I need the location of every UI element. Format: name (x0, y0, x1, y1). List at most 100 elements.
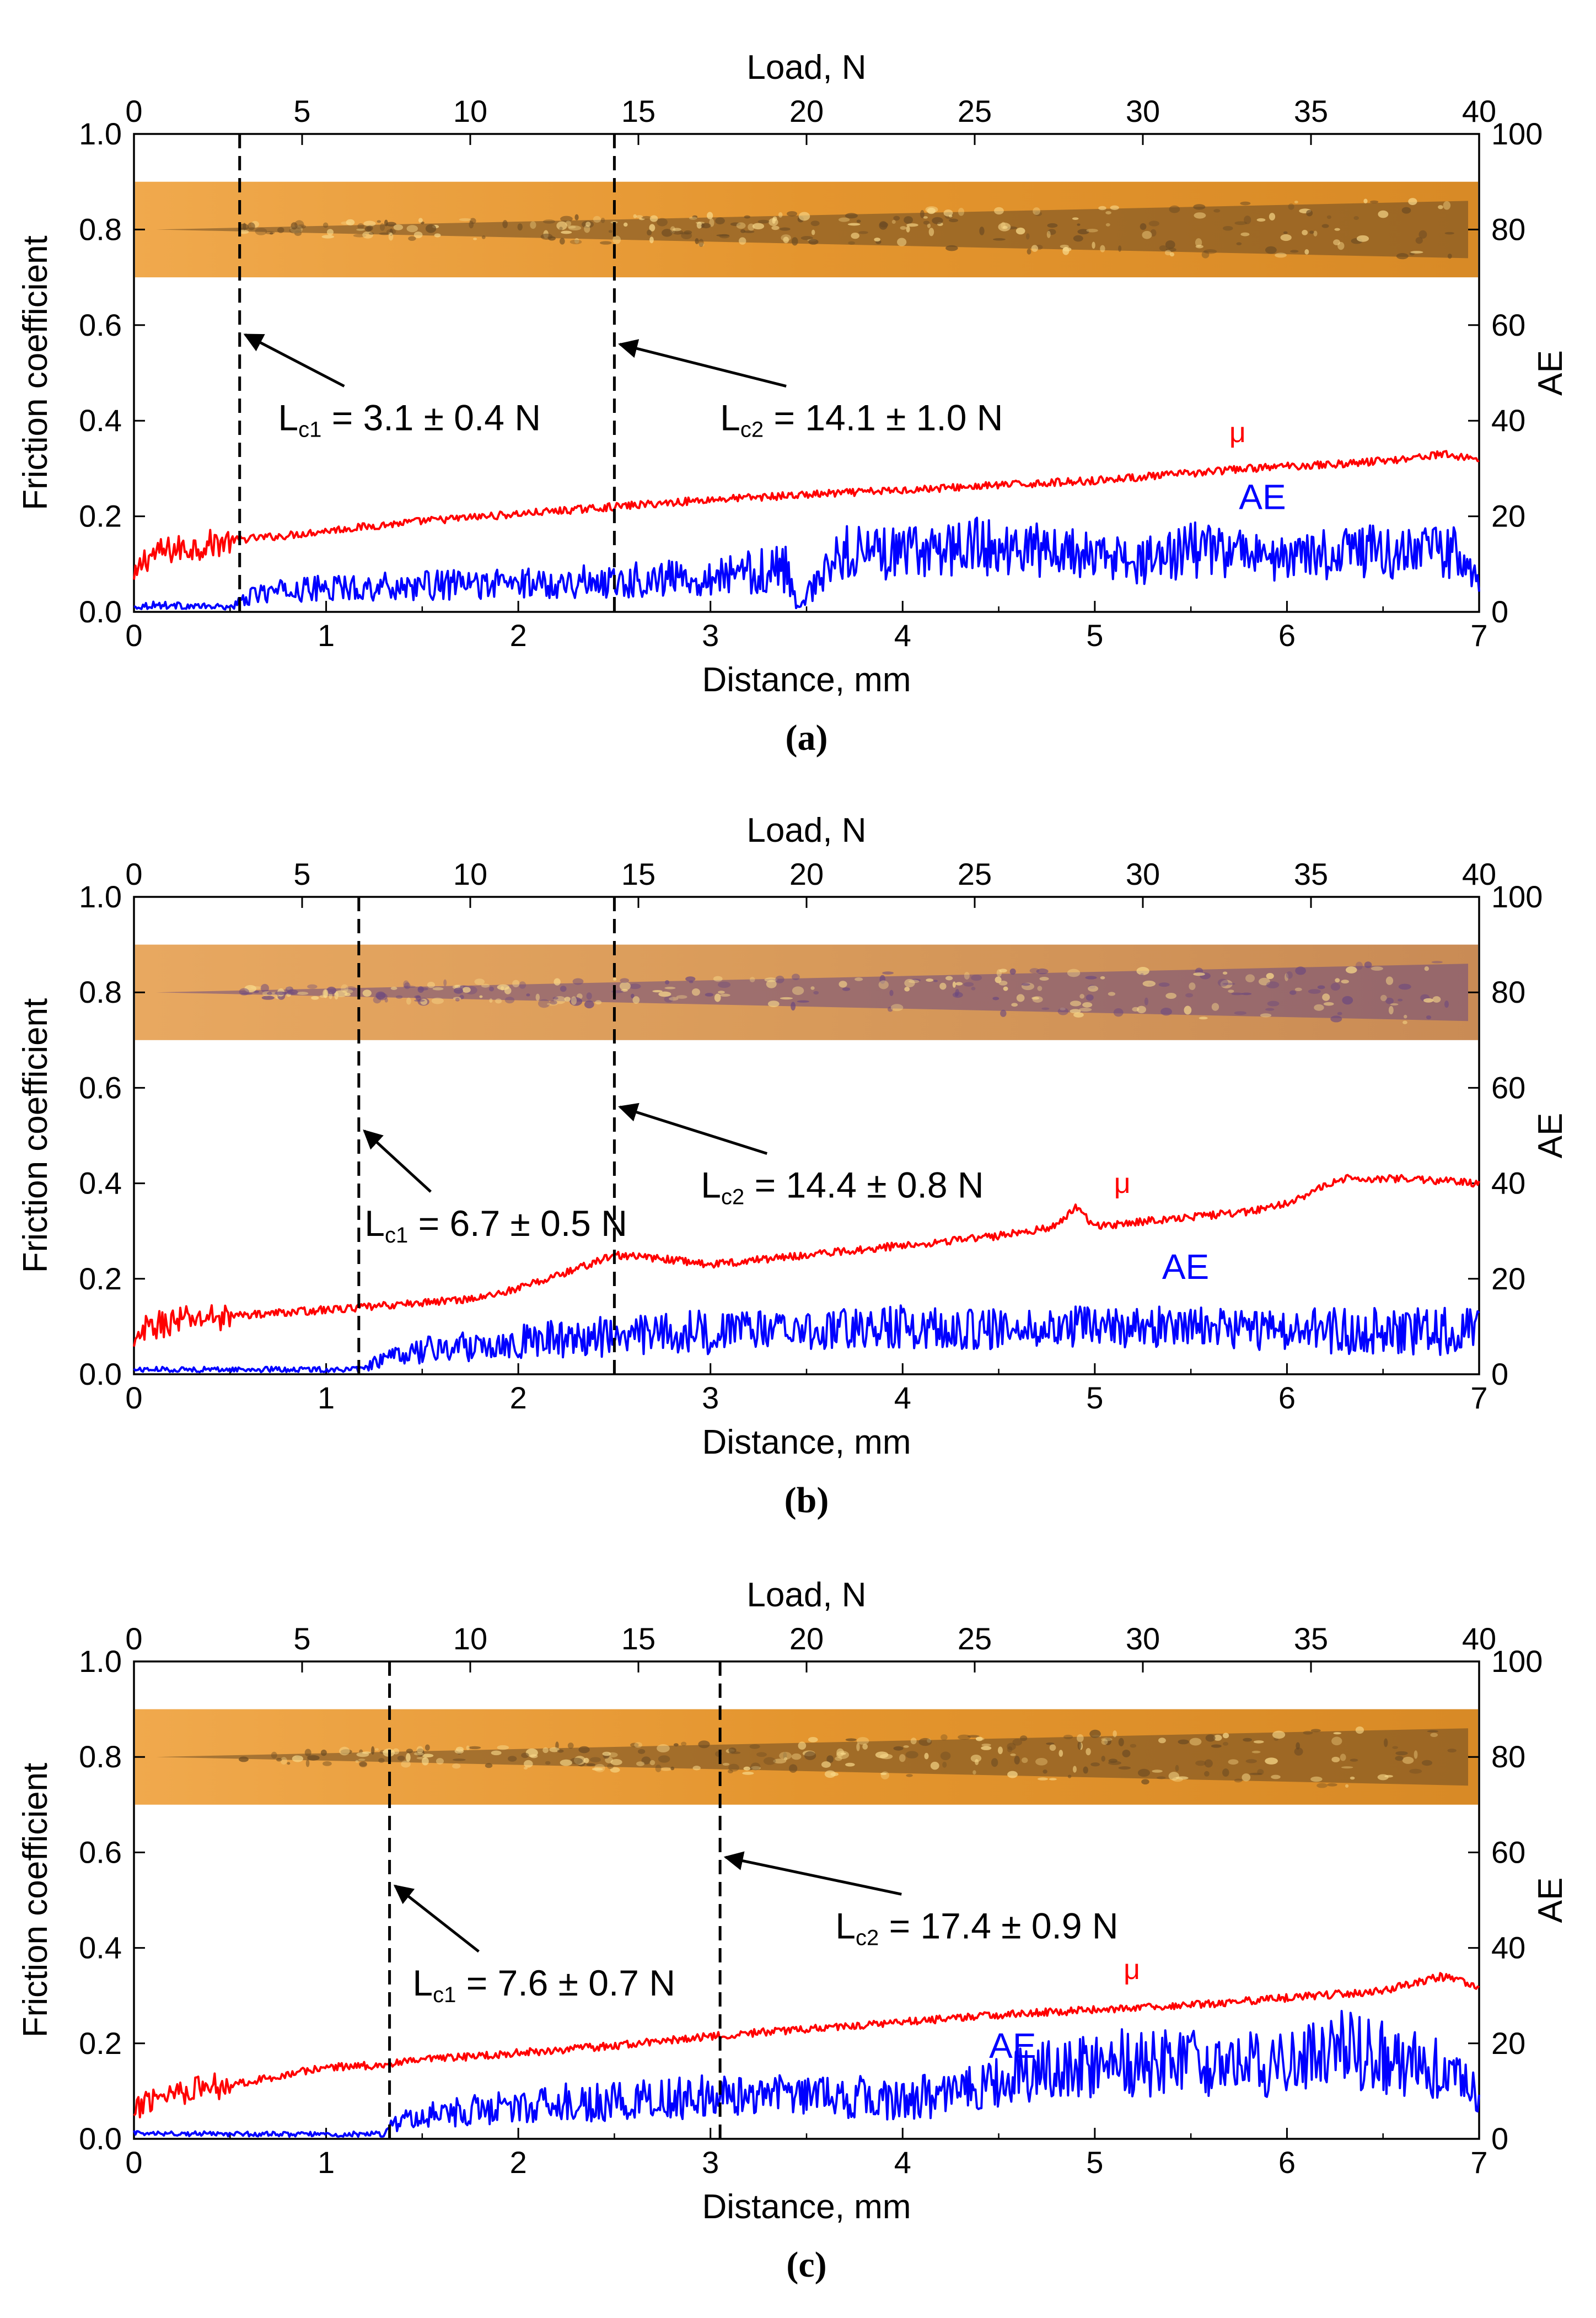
y2-tick-label: 20 (1491, 2026, 1525, 2061)
scratch-debris-mark (789, 1764, 798, 1773)
scratch-debris-mark (1089, 1729, 1101, 1738)
scratch-debris-mark (1370, 200, 1379, 203)
scratch-debris-mark (595, 1000, 602, 1005)
scratch-debris-mark (1310, 1729, 1321, 1733)
scratch-debris-mark (1160, 1008, 1172, 1016)
scratch-debris-mark (1077, 1734, 1084, 1742)
scratch-debris-mark (1402, 1756, 1414, 1764)
scratch-debris-mark (826, 1755, 834, 1763)
scratch-debris-mark (1034, 211, 1042, 217)
scratch-debris-mark (1257, 1769, 1264, 1775)
scratch-debris-mark (406, 225, 418, 233)
scratch-debris-mark (560, 986, 567, 992)
scratch-debris-mark (297, 991, 309, 995)
panel-caption: (a) (786, 718, 828, 758)
scratch-debris-mark (903, 1745, 909, 1748)
scratch-debris-mark (771, 225, 780, 230)
scratch-debris-mark (1088, 985, 1099, 992)
scratch-debris-mark (357, 223, 364, 229)
scratch-debris-mark (1447, 1749, 1457, 1753)
scratch-debris-mark (1046, 1742, 1055, 1745)
scratch-debris-mark (1213, 209, 1221, 213)
scratch-debris-mark (1141, 1779, 1149, 1785)
scratch-debris-mark (791, 1002, 796, 1011)
x-tick-label: 0 (125, 618, 142, 653)
x2-tick-label: 40 (1462, 1621, 1496, 1656)
scratch-debris-mark (1007, 1746, 1013, 1752)
scratch-debris-mark (414, 999, 425, 1002)
scratch-debris-mark (955, 982, 963, 986)
x-tick-label: 4 (894, 1380, 911, 1415)
scratch-debris-mark (592, 1767, 603, 1771)
panel-caption: (c) (786, 2245, 826, 2285)
ae-series-label: AE (989, 2026, 1036, 2066)
scratch-debris-mark (906, 1774, 913, 1777)
scratch-debris-mark (1035, 1758, 1048, 1766)
scratch-debris-mark (925, 206, 938, 213)
scratch-debris-mark (1213, 1734, 1222, 1741)
x2-axis-title: Load, N (746, 811, 866, 849)
y-tick-label: 1.0 (79, 116, 122, 151)
scratch-debris-mark (1011, 1003, 1018, 1007)
scratch-debris-mark (1245, 974, 1255, 983)
scratch-debris-mark (679, 232, 689, 235)
scratch-debris-mark (1304, 249, 1309, 255)
scratch-debris-mark (1380, 994, 1387, 1002)
critical-load-label-lc1: Lc1 = 7.6 ± 0.7 N (412, 1962, 675, 2007)
scratch-debris-mark (1234, 1011, 1247, 1015)
scratch-track-groove (156, 201, 1468, 259)
scratch-debris-mark (923, 220, 930, 225)
x-axis-title: Distance, mm (702, 1423, 911, 1461)
scratch-debris-mark (810, 220, 820, 227)
scratch-debris-mark (1189, 982, 1196, 990)
scratch-debris-mark (998, 980, 1008, 986)
scratch-debris-mark (1175, 1765, 1179, 1772)
scratch-debris-mark (569, 1757, 583, 1765)
scratch-debris-mark (600, 241, 612, 245)
x2-tick-label: 30 (1126, 94, 1160, 128)
scratch-debris-mark (824, 1770, 836, 1778)
scratch-debris-mark (1016, 994, 1025, 1002)
scratch-debris-mark (1306, 209, 1313, 217)
scratch-debris-mark (1385, 976, 1394, 985)
scratch-debris-mark (1308, 989, 1321, 994)
critical-load-label-lc2: Lc2 = 14.1 ± 1.0 N (720, 397, 1003, 442)
mu-series-label: μ (1124, 1954, 1140, 1986)
y2-tick-label: 100 (1491, 879, 1543, 914)
scratch-debris-mark (1309, 230, 1314, 234)
scratch-debris-mark (1092, 241, 1095, 249)
y2-axis-title: AE (1531, 350, 1570, 396)
scratch-debris-mark (1326, 215, 1331, 219)
scratch-debris-mark (356, 1752, 369, 1757)
scratch-debris-mark (559, 227, 563, 230)
y-axis-title: Friction coefficient (17, 235, 55, 510)
scratch-debris-mark (395, 995, 403, 999)
chart-panel-c: 0 1 2 3 4 5 6 70 5 10 15 20 25 30 35 400.00.20.40.60.81… (17, 1576, 1570, 2285)
scratch-debris-mark (569, 997, 583, 1006)
scratch-debris-mark (1118, 1766, 1131, 1770)
scratch-debris-mark (1033, 207, 1040, 216)
scratch-debris-mark (791, 237, 798, 246)
scratch-debris-mark (830, 1772, 839, 1776)
scratch-debris-mark (1384, 1738, 1388, 1747)
scratch-debris-mark (1073, 235, 1083, 242)
scratch-debris-mark (323, 222, 329, 228)
scratch-debris-mark (339, 1746, 350, 1756)
panel-caption: (b) (784, 1480, 829, 1520)
scratch-debris-mark (1355, 961, 1363, 970)
scratch-debris-mark (292, 1755, 304, 1762)
y-tick-label: 0.6 (79, 1835, 122, 1869)
x-tick-label: 5 (1086, 2145, 1103, 2180)
scratch-debris-mark (610, 1767, 620, 1773)
x2-tick-label: 20 (789, 94, 824, 128)
scratch-debris-mark (261, 996, 275, 1000)
scratch-debris-mark (462, 987, 471, 993)
scratch-debris-mark (584, 1000, 594, 1009)
scratch-debris-mark (821, 1761, 831, 1768)
scratch-debris-mark (1283, 231, 1288, 234)
scratch-debris-mark (930, 1761, 939, 1770)
scratch-debris-mark (619, 982, 631, 991)
scratch-debris-mark (750, 1762, 761, 1771)
scratch-debris-mark (670, 1766, 675, 1771)
scratch-debris-mark (422, 1754, 434, 1758)
